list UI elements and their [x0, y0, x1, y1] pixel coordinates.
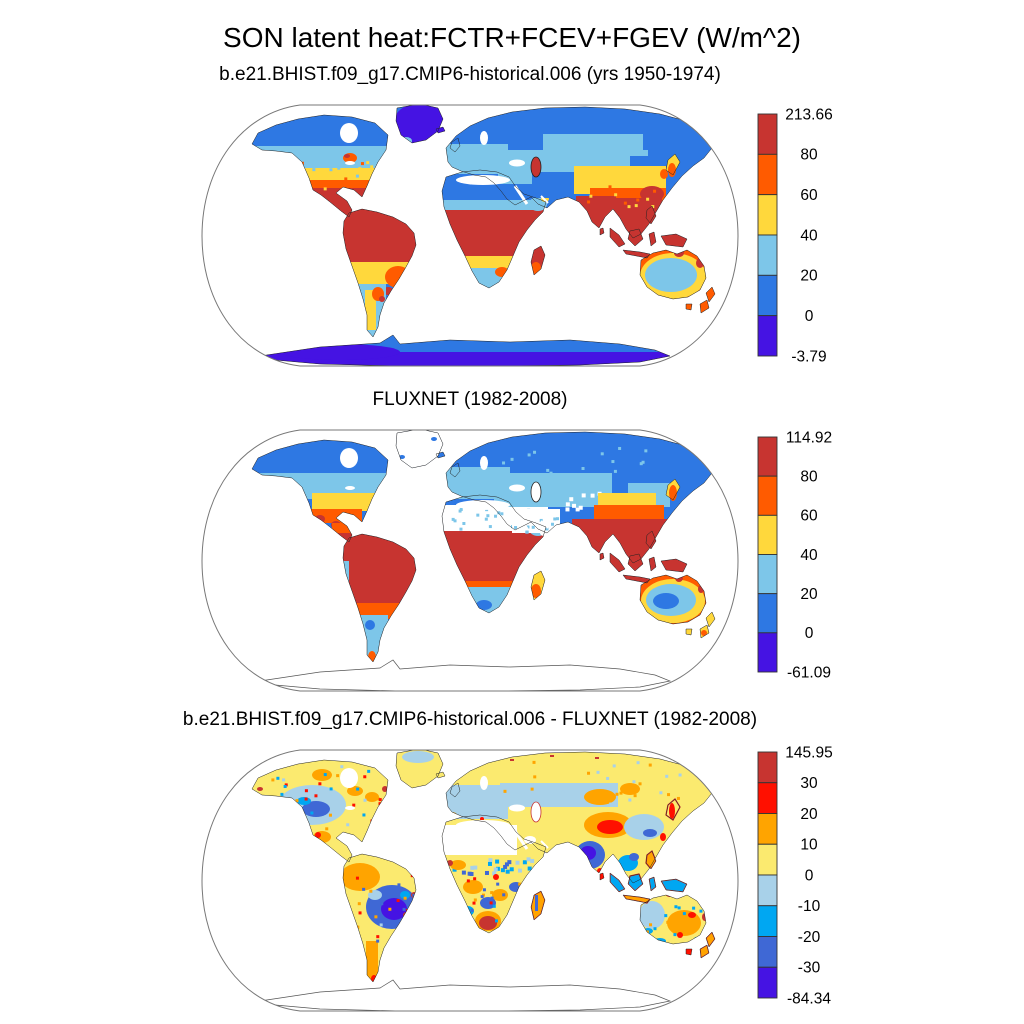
colorbar-tick-label: 0: [805, 867, 814, 884]
colorbar-tick-label: -3.79: [791, 348, 826, 364]
map-content: [251, 430, 716, 691]
water-bodies: [340, 123, 549, 205]
colorbar-panel-3: 145.95 30 20 10 0 -10 -20 -30 -84.34: [757, 744, 833, 1006]
colorbar-tick-label: 0: [805, 308, 814, 325]
colorbar-segment: [757, 751, 778, 784]
colorbar-tick-label: -84.34: [787, 990, 831, 1006]
colorbar-segment: [757, 782, 778, 814]
colorbar-segment: [757, 874, 778, 907]
colorbar-tick-label: 80: [800, 468, 818, 485]
colorbar-tick-label: 20: [800, 268, 818, 285]
water-bodies: [340, 448, 549, 530]
projection-outline: [201, 749, 739, 1012]
colorbar-tick-label: -20: [798, 929, 821, 946]
colorbar-segment: [757, 153, 778, 196]
map-content: [251, 105, 716, 366]
coastlines: [251, 750, 716, 983]
map-panel-2-fluxnet: [201, 429, 739, 692]
colorbar-segments: [757, 436, 778, 673]
map-panel-3-difference: [201, 749, 739, 1012]
colorbar-segment: [757, 966, 778, 999]
antarctica-outline: [259, 979, 672, 1011]
colorbar-segment: [757, 234, 778, 276]
panel-2-subtitle: FLUXNET (1982-2008): [372, 389, 568, 410]
colorbar-segment: [757, 632, 778, 673]
water-bodies: [340, 768, 549, 850]
panel-1-subtitle: b.e21.BHIST.f09_g17.CMIP6-historical.006…: [219, 64, 721, 85]
colorbar-segments: [757, 113, 778, 357]
map-panel-1-model: [201, 104, 739, 367]
colorbar-segment: [757, 436, 778, 477]
colorbar-segment: [757, 475, 778, 516]
colorbar-tick-label: 10: [800, 837, 818, 854]
colorbar-segment: [757, 194, 778, 236]
colorbar-segment: [757, 936, 778, 968]
land-fills: [252, 105, 715, 366]
colorbar-tick-label: 40: [800, 547, 818, 564]
colorbar-tick-label: 80: [800, 147, 818, 164]
colorbar-tick-label: 20: [800, 806, 818, 823]
projection-outline: [201, 429, 739, 692]
colorbar-panel-2: 114.92 80 60 40 20 0 -61.09: [757, 429, 832, 680]
colorbar-segment: [757, 843, 778, 876]
colorbar-segment: [757, 113, 778, 155]
colorbar-segment: [757, 274, 778, 317]
colorbar-tick-label: 30: [800, 775, 818, 792]
colorbar-tick-label: 60: [800, 187, 818, 204]
land-fills: [252, 750, 715, 982]
colorbar-segment: [757, 514, 778, 555]
colorbar-tick-label: 60: [800, 508, 818, 525]
colorbar-tick-label: 213.66: [785, 106, 832, 123]
colorbar-tick-label: 145.95: [785, 744, 832, 761]
figure-title: SON latent heat:FCTR+FCEV+FGEV (W/m^2): [223, 22, 801, 53]
projection-outline: [201, 104, 739, 367]
colorbar-tick-label: 0: [805, 625, 814, 642]
coastlines: [251, 430, 716, 663]
colorbar-tick-label: 114.92: [786, 429, 832, 446]
colorbar-segment: [757, 593, 778, 634]
land-fills: [252, 430, 715, 662]
colorbar-tick-label: -30: [798, 960, 821, 977]
colorbar-tick-label: -10: [798, 898, 821, 915]
colorbar-panel-1: 213.66 80 60 40 20 0 -3.79: [757, 106, 833, 364]
colorbar-segment: [757, 315, 778, 357]
panel-3-subtitle: b.e21.BHIST.f09_g17.CMIP6-historical.006…: [182, 709, 758, 730]
antarctica-outline: [259, 659, 672, 691]
colorbar-tick-label: 40: [800, 227, 818, 244]
colorbar-segments: [757, 751, 778, 999]
colorbar-segment: [757, 813, 778, 845]
colorbar-segment: [757, 554, 778, 595]
caspian-sea: [530, 801, 542, 823]
colorbar-segment: [757, 905, 778, 937]
colorbar-tick-label: 20: [800, 586, 818, 603]
map-content: [251, 750, 716, 1011]
colorbar-tick-label: -61.09: [787, 664, 831, 680]
caspian-sea: [530, 481, 542, 503]
caspian-sea: [530, 156, 542, 178]
